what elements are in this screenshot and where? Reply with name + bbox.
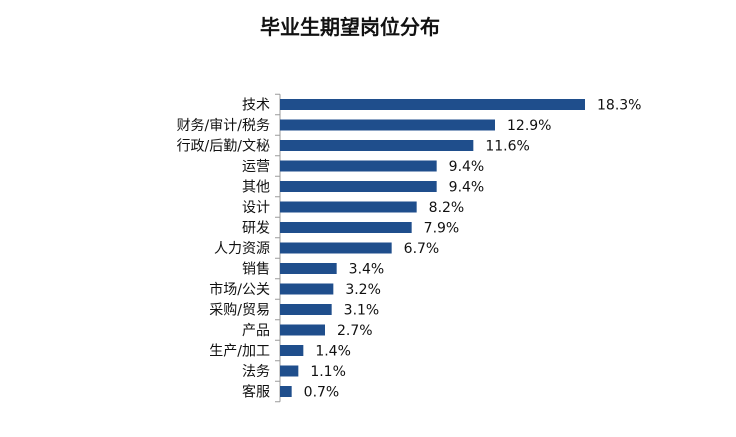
category-label: 技术 bbox=[242, 98, 270, 114]
value-label: 9.4% bbox=[449, 159, 485, 175]
category-label: 人力资源 bbox=[214, 241, 270, 257]
category-label: 法务 bbox=[242, 364, 270, 380]
bar bbox=[280, 386, 292, 397]
category-label: 产品 bbox=[242, 323, 270, 339]
category-label: 生产/加工 bbox=[209, 344, 270, 360]
category-label: 销售 bbox=[242, 262, 270, 278]
plot-area: 技术 18.3% 财务/审计/税务 12.9% 行政/后勤/文秘 11.6% 运营 9.4% 其… bbox=[177, 93, 641, 403]
category-label: 运营 bbox=[242, 159, 270, 175]
bar bbox=[280, 242, 392, 254]
value-label: 1.1% bbox=[310, 364, 346, 380]
value-label: 6.7% bbox=[404, 241, 440, 257]
bar bbox=[280, 283, 334, 295]
value-label: 12.9% bbox=[507, 118, 551, 134]
bar bbox=[280, 160, 437, 172]
value-label: 3.2% bbox=[345, 282, 381, 298]
bar bbox=[280, 365, 299, 377]
bar bbox=[280, 181, 437, 192]
bar bbox=[280, 324, 325, 336]
bar bbox=[280, 99, 585, 110]
value-label: 11.6% bbox=[485, 139, 529, 155]
bar bbox=[280, 140, 474, 151]
value-label: 18.3% bbox=[597, 98, 641, 114]
value-label: 7.9% bbox=[424, 221, 460, 237]
value-label: 2.7% bbox=[337, 323, 373, 339]
value-label: 9.4% bbox=[449, 180, 485, 196]
category-label: 设计 bbox=[242, 200, 270, 216]
category-label: 财务/审计/税务 bbox=[177, 118, 270, 134]
category-label: 研发 bbox=[242, 221, 270, 237]
bar bbox=[280, 201, 417, 213]
category-label: 行政/后勤/文秘 bbox=[177, 139, 270, 155]
bar bbox=[280, 345, 304, 356]
chart-title: 毕业生期望岗位分布 bbox=[260, 15, 440, 39]
category-label: 其他 bbox=[242, 180, 270, 196]
value-label: 1.4% bbox=[315, 344, 351, 360]
category-label: 市场/公关 bbox=[209, 281, 270, 298]
value-label: 3.1% bbox=[344, 303, 380, 319]
bar bbox=[280, 263, 337, 274]
value-label: 8.2% bbox=[429, 200, 465, 216]
category-label: 客服 bbox=[242, 384, 270, 401]
bar bbox=[280, 119, 495, 131]
bar bbox=[280, 222, 412, 233]
value-label: 3.4% bbox=[349, 262, 385, 278]
bar bbox=[280, 304, 332, 315]
value-label: 0.7% bbox=[304, 385, 340, 401]
category-label: 采购/贸易 bbox=[209, 303, 270, 319]
